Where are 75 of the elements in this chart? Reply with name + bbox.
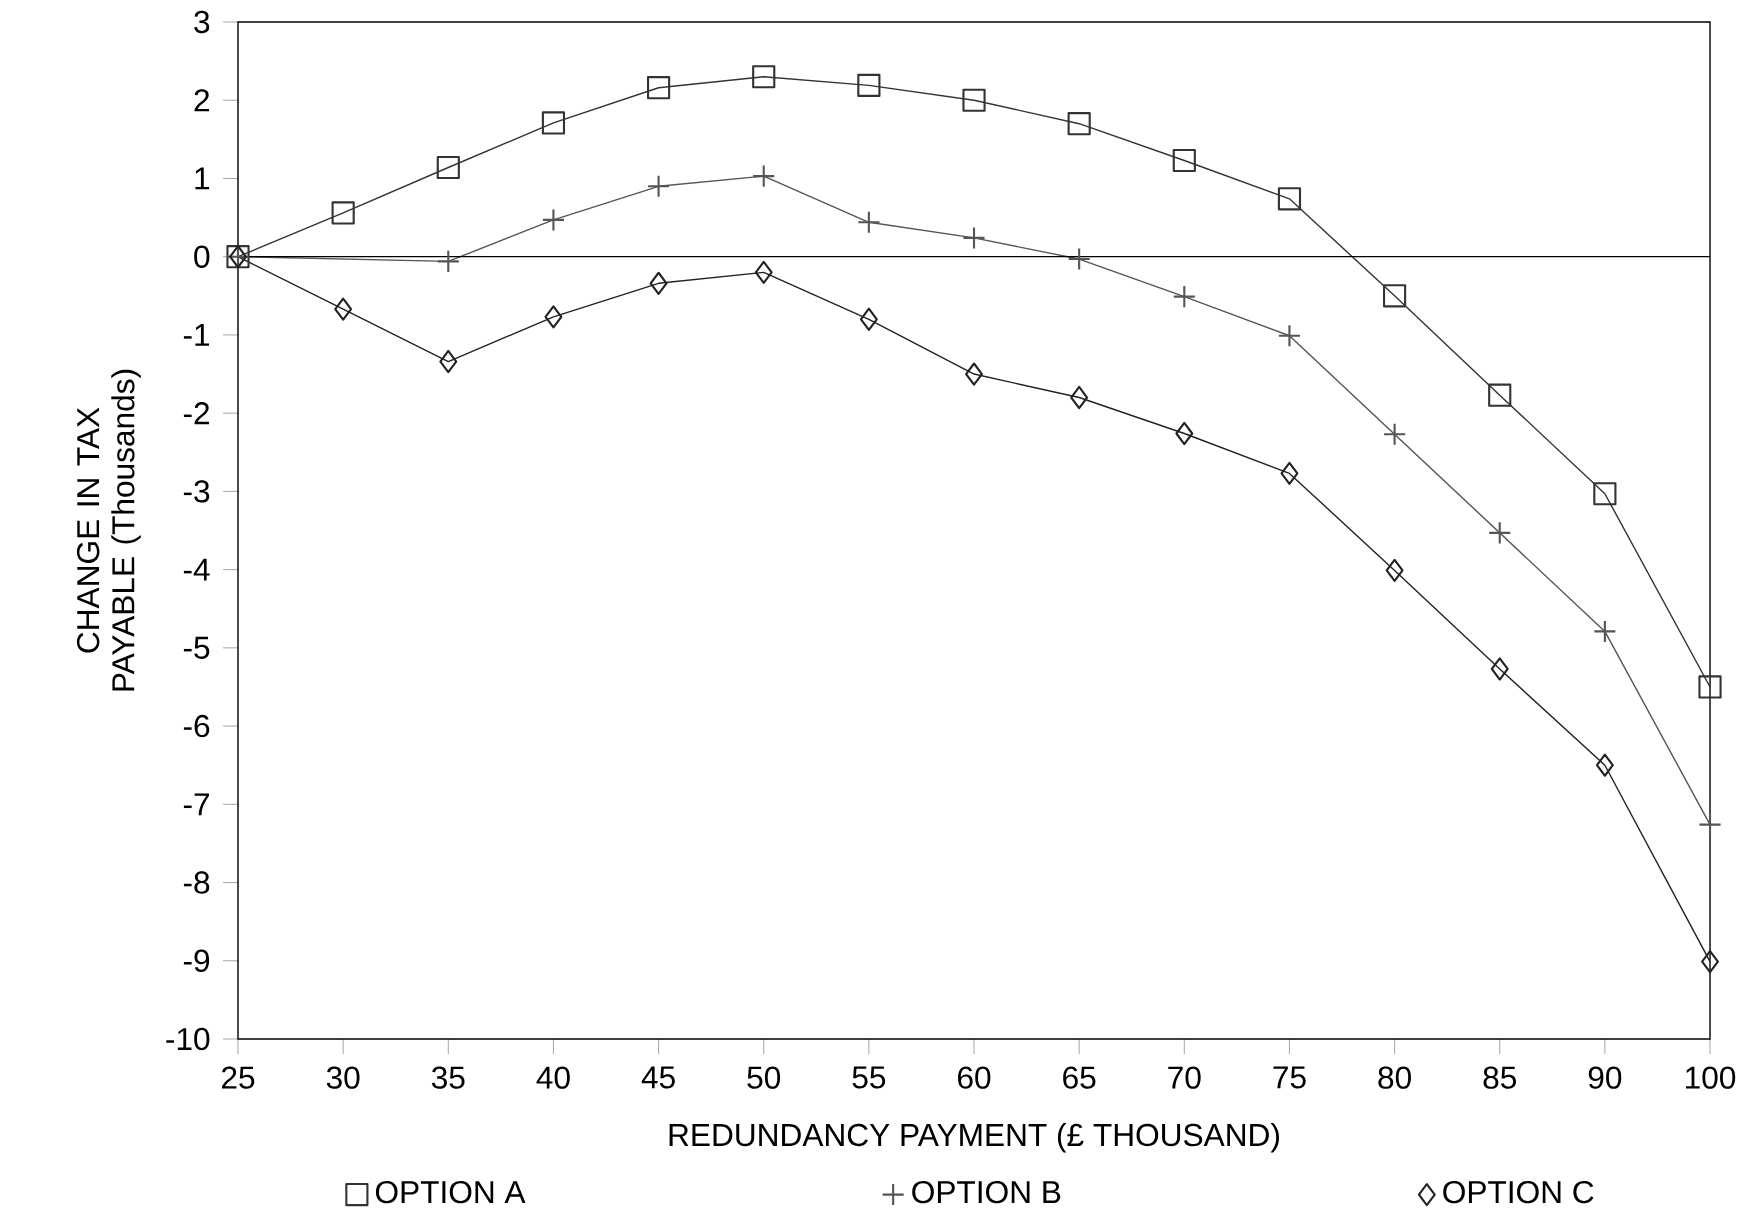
point bbox=[439, 349, 458, 374]
y-tick-label: -8 bbox=[183, 871, 210, 894]
legend-label: OPTION A bbox=[375, 1180, 526, 1204]
y-tick-label: -6 bbox=[183, 714, 210, 738]
point bbox=[648, 175, 670, 197]
x-tick-label: 50 bbox=[747, 1066, 781, 1089]
y-tick-label: 3 bbox=[194, 10, 210, 34]
point bbox=[857, 73, 881, 97]
point bbox=[542, 209, 564, 231]
x-tick-label: 65 bbox=[1063, 1066, 1096, 1089]
point bbox=[963, 227, 985, 249]
legend-label: OPTION C bbox=[1443, 1180, 1594, 1204]
point bbox=[436, 155, 460, 180]
point bbox=[752, 65, 776, 89]
point bbox=[1068, 248, 1090, 270]
point bbox=[1385, 558, 1404, 583]
y-axis-title: CHANGE IN TAX PAYABLE (Thousands) bbox=[76, 369, 141, 691]
y-tick-label: -5 bbox=[183, 636, 210, 659]
y-tick-label: -4 bbox=[183, 558, 210, 581]
y-tick-label: -1 bbox=[183, 324, 210, 346]
x-tick-label: 80 bbox=[1378, 1066, 1411, 1089]
point bbox=[965, 362, 983, 386]
point bbox=[334, 297, 353, 321]
point bbox=[331, 201, 355, 225]
x-tick-label: 90 bbox=[1588, 1066, 1622, 1089]
point bbox=[1280, 461, 1299, 485]
y-tick-label: -2 bbox=[183, 402, 209, 425]
point bbox=[1595, 753, 1614, 777]
y-tick-label: -7 bbox=[183, 793, 209, 816]
x-tick-label: 30 bbox=[326, 1066, 360, 1089]
x-axis-title: REDUNDANCY PAYMENT (£ THOUSAND) bbox=[669, 1122, 1279, 1153]
x-tick-label: 75 bbox=[1273, 1066, 1306, 1089]
x-tick-label: 40 bbox=[536, 1066, 570, 1089]
y-tick-label: 2 bbox=[194, 89, 209, 112]
point bbox=[1593, 482, 1617, 506]
point bbox=[541, 111, 566, 135]
point bbox=[1699, 814, 1721, 836]
point bbox=[1172, 148, 1196, 173]
point bbox=[437, 250, 459, 272]
x-tick-label: 70 bbox=[1168, 1066, 1201, 1089]
y-tick-label: -3 bbox=[183, 480, 210, 503]
x-tick-label: 35 bbox=[431, 1066, 465, 1089]
point bbox=[646, 76, 671, 100]
point bbox=[1173, 286, 1195, 308]
point bbox=[1701, 949, 1719, 974]
x-tick-label: 25 bbox=[222, 1066, 255, 1089]
point bbox=[1175, 421, 1194, 446]
point bbox=[1382, 284, 1407, 308]
point bbox=[1384, 423, 1406, 445]
point bbox=[1490, 657, 1509, 681]
point bbox=[1278, 325, 1300, 347]
y-tick-label: -10 bbox=[166, 1027, 210, 1051]
point bbox=[1070, 385, 1089, 410]
point bbox=[1489, 522, 1511, 544]
y-tick-label: -9 bbox=[183, 949, 210, 972]
point bbox=[1488, 383, 1512, 407]
x-tick-label: 100 bbox=[1686, 1066, 1736, 1089]
point bbox=[753, 165, 775, 187]
legend-label: OPTION B bbox=[912, 1180, 1061, 1204]
point bbox=[858, 211, 880, 233]
point bbox=[544, 305, 563, 329]
point bbox=[754, 260, 773, 284]
point bbox=[1594, 620, 1616, 642]
point bbox=[1067, 112, 1091, 136]
point bbox=[962, 88, 986, 112]
point bbox=[649, 271, 668, 295]
point bbox=[1698, 675, 1722, 699]
x-tick-label: 60 bbox=[958, 1066, 991, 1089]
x-tick-label: 55 bbox=[852, 1066, 886, 1089]
point bbox=[859, 307, 878, 331]
x-tick-label: 45 bbox=[641, 1066, 675, 1089]
point bbox=[1277, 187, 1302, 211]
y-tick-label: 0 bbox=[194, 245, 210, 268]
y-tick-label: 1 bbox=[195, 167, 210, 190]
x-tick-label: 85 bbox=[1483, 1066, 1516, 1089]
